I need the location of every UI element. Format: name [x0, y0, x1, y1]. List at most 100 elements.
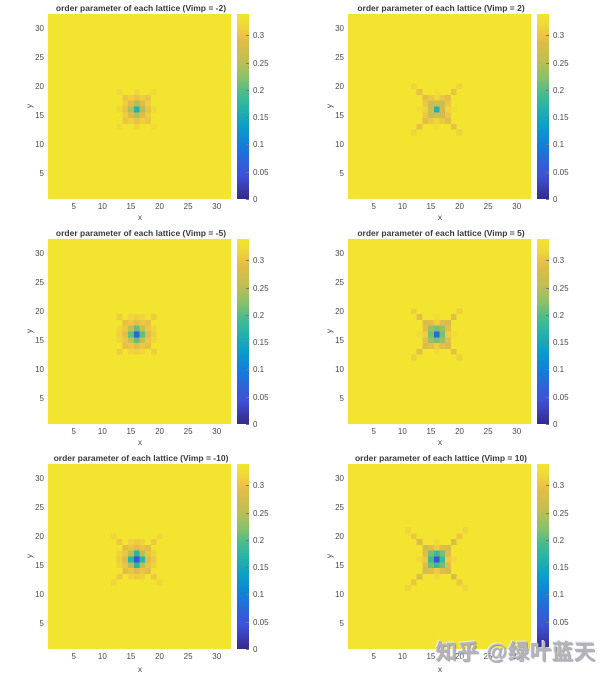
colorbar-tick-label: 0.2 — [253, 85, 265, 95]
heatmap-plot — [348, 239, 531, 424]
colorbar — [537, 464, 549, 649]
panel-title: order parameter of each lattice (Vimp = … — [357, 3, 525, 13]
x-axis-label: x — [437, 664, 443, 674]
panel-vimp-minus-10: order parameter of each lattice (Vimp = … — [0, 450, 300, 677]
colorbar — [237, 464, 249, 649]
y-tick: 10 — [35, 140, 44, 150]
colorbar-tick-label: 0.25 — [253, 58, 269, 68]
colorbar-tick-mark — [246, 90, 249, 91]
colorbar-tick-label: 0.1 — [553, 365, 565, 375]
y-tick: 5 — [39, 393, 44, 403]
colorbar — [537, 14, 549, 199]
panel-vimp-minus-5: order parameter of each lattice (Vimp = … — [0, 225, 300, 450]
x-tick: 25 — [183, 202, 193, 211]
heatmap-canvas — [48, 464, 231, 649]
panel-title: order parameter of each lattice (Vimp = … — [357, 228, 525, 238]
colorbar-tick-label: 0.25 — [253, 283, 269, 293]
x-tick: 20 — [155, 427, 164, 436]
y-tick: 25 — [35, 53, 44, 63]
panel-title: order parameter of each lattice (Vimp = … — [55, 228, 227, 238]
colorbar-tick-mark — [546, 117, 549, 118]
panel-vimp-2: order parameter of each lattice (Vimp = … — [300, 0, 600, 225]
x-tick: 5 — [71, 652, 76, 661]
heatmap-canvas — [48, 239, 231, 424]
colorbar-tick-mark — [246, 260, 249, 261]
colorbar-tick-mark — [546, 397, 549, 398]
x-tick: 30 — [512, 652, 522, 661]
y-tick: 30 — [335, 249, 344, 259]
x-tick: 10 — [97, 202, 107, 211]
colorbar-tick-mark — [546, 649, 549, 650]
x-tick: 20 — [455, 652, 464, 661]
x-tick: 15 — [426, 202, 436, 211]
heatmap-canvas — [348, 239, 531, 424]
colorbar-tick-label: 0.15 — [253, 563, 269, 573]
colorbar-tick-mark — [246, 540, 249, 541]
x-tick: 10 — [397, 427, 407, 436]
x-tick: 30 — [512, 202, 522, 211]
y-tick: 10 — [335, 140, 344, 150]
colorbar-tick-label: 0.1 — [553, 590, 565, 600]
colorbar-tick-label: 0.15 — [553, 563, 569, 573]
colorbar-tick-mark — [246, 35, 249, 36]
y-tick: 30 — [335, 474, 344, 484]
colorbar-tick-label: 0.1 — [553, 140, 565, 150]
colorbar-tick-mark — [546, 540, 549, 541]
y-tick: 15 — [335, 561, 344, 571]
colorbar-tick-label: 0.2 — [253, 310, 265, 320]
panel-title: order parameter of each lattice (Vimp = … — [53, 453, 229, 463]
colorbar-tick-mark — [246, 513, 249, 514]
y-tick: 10 — [335, 590, 344, 600]
x-tick: 20 — [455, 202, 464, 211]
x-tick: 20 — [155, 202, 164, 211]
y-tick: 30 — [35, 474, 44, 484]
y-axis-label: y — [324, 103, 334, 109]
x-axis-label: x — [137, 664, 143, 674]
y-tick: 5 — [339, 393, 344, 403]
x-tick: 5 — [71, 202, 76, 211]
colorbar — [237, 14, 249, 199]
colorbar-tick-label: 0.05 — [553, 392, 569, 402]
y-tick: 10 — [35, 365, 44, 375]
y-tick: 25 — [35, 503, 44, 513]
colorbar-tick-label: 0 — [553, 420, 558, 429]
x-tick: 20 — [455, 427, 464, 436]
colorbar-tick-mark — [546, 369, 549, 370]
colorbar-tick-label: 0.05 — [553, 167, 569, 177]
colorbar-tick-label: 0.3 — [553, 481, 565, 491]
y-tick: 30 — [335, 24, 344, 34]
y-axis-label: y — [24, 328, 34, 334]
colorbar-tick-mark — [246, 288, 249, 289]
heatmap-plot — [48, 14, 231, 199]
colorbar-tick-label: 0.3 — [553, 31, 565, 41]
colorbar-tick-mark — [246, 649, 249, 650]
heatmap-canvas — [48, 14, 231, 199]
colorbar-tick-mark — [246, 622, 249, 623]
colorbar-tick-label: 0.2 — [253, 535, 265, 545]
x-tick: 25 — [183, 652, 193, 661]
y-tick: 25 — [335, 503, 344, 513]
colorbar-tick-mark — [246, 172, 249, 173]
colorbar-tick-label: 0 — [253, 195, 258, 204]
x-tick: 10 — [397, 652, 407, 661]
y-tick: 15 — [35, 561, 44, 571]
colorbar-tick-mark — [246, 342, 249, 343]
y-tick: 30 — [35, 249, 44, 259]
y-tick: 15 — [35, 336, 44, 346]
x-tick: 25 — [483, 427, 493, 436]
x-axis-label: x — [137, 212, 143, 222]
x-tick: 5 — [371, 652, 376, 661]
x-tick: 15 — [126, 652, 136, 661]
y-tick: 20 — [35, 82, 44, 92]
x-axis-label: x — [437, 437, 443, 447]
colorbar-tick-label: 0.25 — [253, 508, 269, 518]
colorbar-tick-label: 0.15 — [553, 338, 569, 348]
heatmap-plot — [48, 464, 231, 649]
y-axis-label: y — [324, 328, 334, 334]
colorbar-tick-mark — [546, 199, 549, 200]
y-tick: 20 — [335, 307, 344, 317]
colorbar-tick-mark — [246, 199, 249, 200]
heatmap-canvas — [348, 464, 531, 649]
colorbar-tick-mark — [546, 342, 549, 343]
colorbar-tick-mark — [546, 567, 549, 568]
